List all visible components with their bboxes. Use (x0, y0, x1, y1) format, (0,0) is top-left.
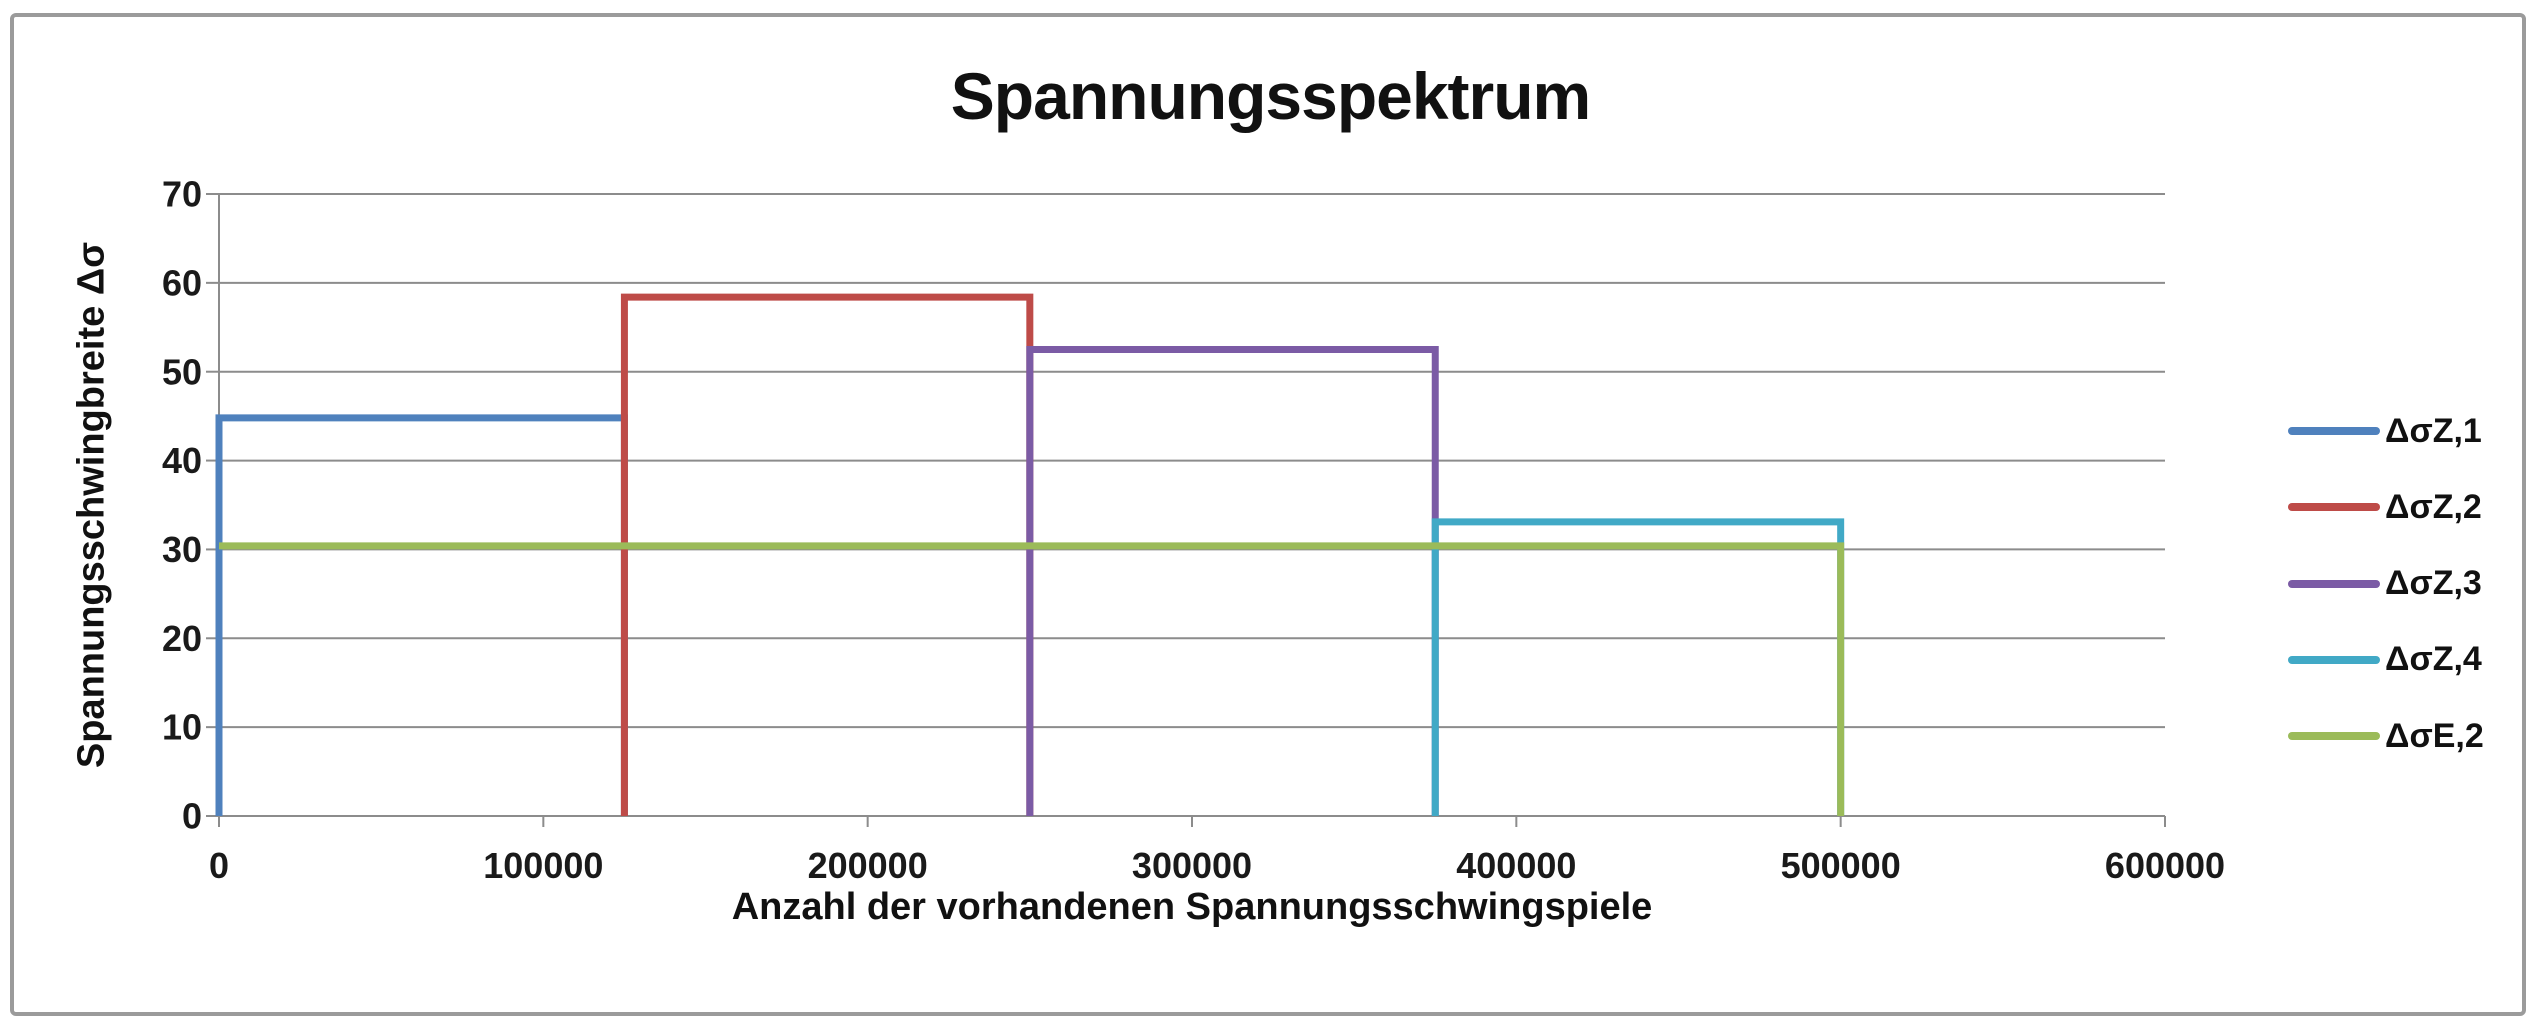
legend-swatch (2288, 503, 2380, 512)
x-tick-label: 200000 (808, 845, 928, 886)
legend-swatch (2288, 655, 2380, 664)
legend-swatch (2288, 579, 2380, 588)
legend: ΔσZ,1 ΔσZ,2 ΔσZ,3 ΔσZ,4 ΔσE,2 (2288, 0, 2538, 1032)
legend-item: ΔσZ,3 (2288, 564, 2482, 602)
legend-label: ΔσZ,3 (2385, 564, 2482, 602)
x-axis-title: Anzahl der vorhandenen Spannungsschwings… (731, 886, 1653, 928)
x-tick-label: 600000 (2105, 845, 2225, 886)
legend-item: ΔσE,2 (2288, 716, 2484, 755)
series-line-3 (1026, 346, 1439, 816)
legend-label: ΔσZ,4 (2385, 640, 2482, 679)
chart-title: Spannungsspektrum (950, 59, 1591, 133)
series-line-4 (1431, 518, 1845, 816)
legend-label: ΔσE,2 (2385, 716, 2484, 755)
y-tick-label: 50 (162, 351, 202, 392)
legend-label: ΔσZ,2 (2385, 487, 2482, 526)
y-tick-label: 70 (162, 174, 202, 215)
y-tick-label: 60 (162, 262, 202, 303)
series-line-2 (620, 293, 1034, 816)
x-tick-label: 0 (209, 845, 229, 886)
y-tick-label: 0 (182, 796, 202, 837)
legend-swatch (2288, 427, 2380, 435)
legend-label: ΔσZ,1 (2385, 411, 2482, 450)
legend-item: ΔσZ,4 (2288, 640, 2482, 679)
x-tick-label: 400000 (1456, 845, 1576, 886)
y-tick-label: 10 (162, 707, 202, 748)
x-tick-label: 300000 (1132, 845, 1252, 886)
legend-item: ΔσZ,2 (2288, 487, 2482, 526)
y-tick-label: 40 (162, 440, 202, 481)
legend-item: ΔσZ,1 (2288, 411, 2482, 450)
y-tick-label: 20 (162, 618, 202, 659)
x-tick-label: 100000 (483, 845, 603, 886)
y-axis-title: Spannungsschwingbreite Δσ (70, 241, 113, 769)
series-line-5 (219, 542, 1845, 816)
series-line-1 (215, 414, 628, 816)
legend-swatch (2288, 732, 2380, 740)
y-tick-label: 30 (162, 529, 202, 570)
x-tick-label: 500000 (1781, 845, 1901, 886)
